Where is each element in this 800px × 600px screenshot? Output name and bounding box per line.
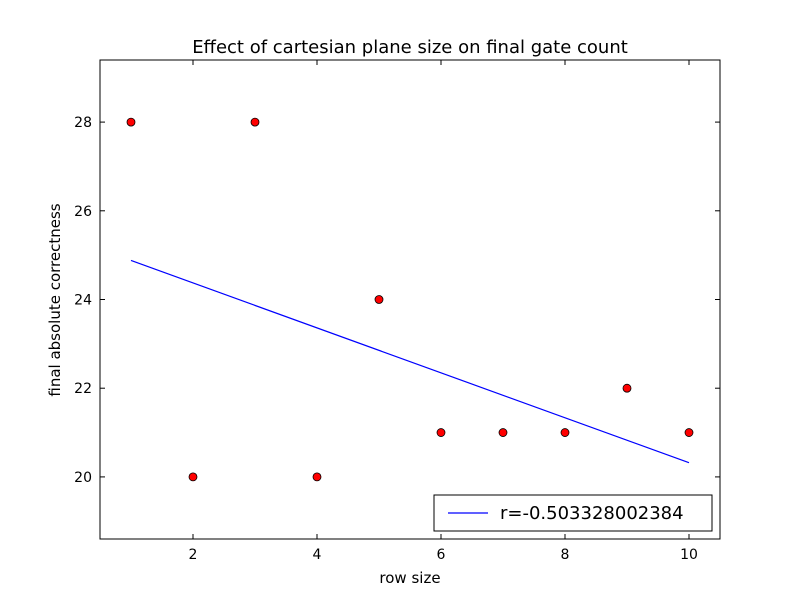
data-point [498, 428, 508, 437]
data-point [684, 428, 694, 437]
chart-title: Effect of cartesian plane size on final … [192, 37, 628, 58]
y-tick-label: 24 [74, 293, 92, 309]
y-tick-label: 28 [74, 115, 92, 131]
data-point [622, 383, 632, 393]
x-tick-label: 2 [189, 547, 198, 563]
x-axis-label: row size [379, 569, 440, 587]
data-point [126, 117, 136, 127]
y-axis-label: final absolute correctness [46, 203, 64, 396]
y-tick-label: 26 [74, 204, 92, 220]
data-point [250, 117, 260, 127]
x-tick-label: 10 [680, 547, 698, 563]
legend-label: r=-0.503328002384 [500, 503, 684, 524]
data-point [312, 472, 322, 482]
plot-frame [99, 59, 721, 540]
x-tick-label: 6 [437, 547, 446, 563]
data-point [188, 472, 198, 482]
x-tick-label: 4 [313, 547, 322, 563]
trend-line [130, 259, 690, 464]
data-point [436, 428, 446, 437]
y-tick-label: 22 [74, 381, 92, 397]
data-point [374, 295, 384, 304]
data-point [560, 428, 570, 437]
x-tick-label: 8 [561, 547, 570, 563]
y-tick-label: 20 [74, 470, 92, 486]
